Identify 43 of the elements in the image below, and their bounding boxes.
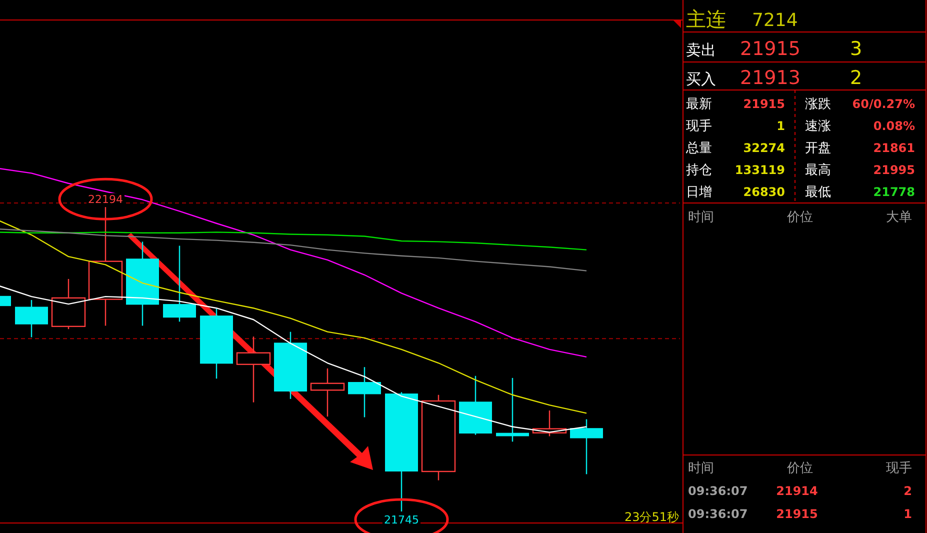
text: 买入 <box>686 70 716 88</box>
text: 日增 <box>686 185 712 200</box>
text: 1 <box>776 119 785 133</box>
text: 23分51秒 <box>624 510 679 524</box>
text: 21915 <box>743 97 785 111</box>
text: 涨跌 <box>805 97 831 112</box>
text: 21778 <box>873 185 915 199</box>
text: 3 <box>850 38 862 60</box>
text: 现手 <box>686 119 712 134</box>
text: 最新 <box>686 97 712 112</box>
text: 21915 <box>776 507 818 521</box>
text: 开盘 <box>805 141 831 156</box>
text: 时间 <box>688 461 714 476</box>
text: 最高 <box>805 162 831 178</box>
text: 7214 <box>752 10 798 31</box>
text: 最低 <box>805 185 831 200</box>
text: 0.08% <box>873 119 915 133</box>
text: 09:36:07 <box>688 507 748 521</box>
text: 133119 <box>734 163 785 177</box>
text: 时间 <box>688 210 714 225</box>
text: 21913 <box>740 67 800 89</box>
text: 1 <box>904 507 912 521</box>
annotation: 22194 <box>88 193 123 206</box>
text: 大单 <box>886 210 912 225</box>
text: 21861 <box>873 141 915 155</box>
text: 32274 <box>743 141 785 155</box>
text: 2 <box>850 67 862 89</box>
annotation: 21745 <box>384 513 419 526</box>
text: 26830 <box>743 185 785 199</box>
text: 60/0.27% <box>852 97 915 111</box>
text: 主连 <box>686 7 726 31</box>
text: 卖出 <box>686 41 716 59</box>
text: 现手 <box>886 461 912 476</box>
text: 持仓 <box>686 163 712 178</box>
text: 09:36:07 <box>688 484 748 498</box>
text: 速涨 <box>805 119 831 134</box>
text: 总量 <box>685 141 712 156</box>
text: 21995 <box>873 163 915 177</box>
text: 21914 <box>776 484 818 498</box>
text: 价位 <box>786 461 813 476</box>
text: 2 <box>904 484 912 498</box>
text: 价位 <box>786 210 813 225</box>
text: 21915 <box>740 38 800 60</box>
